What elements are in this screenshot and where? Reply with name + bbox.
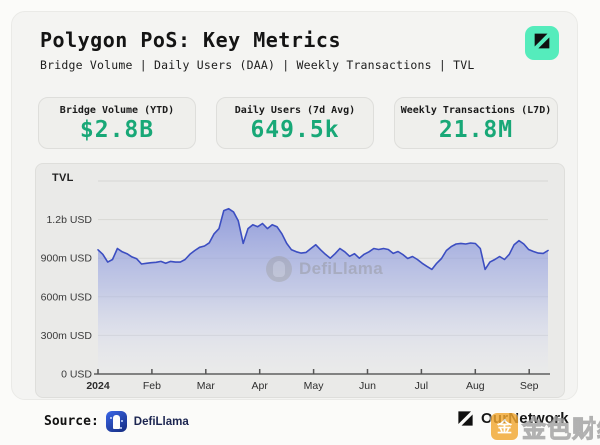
metric-card-bridge-volume: Bridge Volume (YTD) $2.8B bbox=[38, 97, 196, 149]
tvl-area-chart: 0 USD 300m USD 600m USD 900m USD 1.2b USD 202… bbox=[41, 180, 550, 392]
diagonal-arrow-icon bbox=[531, 30, 553, 57]
metrics-row: Bridge Volume (YTD) $2.8B Daily Users (7… bbox=[38, 97, 558, 149]
ournetwork-logo-icon bbox=[456, 409, 475, 428]
jinse-watermark-text: 金色财经 bbox=[522, 416, 600, 444]
chart-title: TVL bbox=[52, 172, 74, 184]
svg-text:0 USD: 0 USD bbox=[61, 369, 92, 381]
svg-text:600m USD: 600m USD bbox=[41, 291, 93, 303]
svg-text:2024: 2024 bbox=[86, 380, 110, 392]
jinse-finance-watermark: 金 金色财经 bbox=[491, 409, 600, 444]
tvl-chart-card: 0 USD 300m USD 600m USD 900m USD 1.2b USD 202… bbox=[35, 163, 565, 398]
svg-text:Jul: Jul bbox=[415, 380, 428, 392]
metric-value: 21.8M bbox=[438, 117, 514, 143]
defillama-logo-icon bbox=[105, 411, 127, 432]
svg-text:Apr: Apr bbox=[252, 380, 269, 392]
svg-text:Sep: Sep bbox=[520, 380, 539, 392]
metric-label: Daily Users (7d Avg) bbox=[234, 105, 356, 116]
footer: Source: DefiLlama OurNetwork 金 金色财经 bbox=[0, 403, 600, 445]
metric-card-weekly-transactions: Weekly Transactions (L7D) 21.8M bbox=[394, 97, 558, 149]
ournetwork-badge bbox=[525, 26, 559, 60]
svg-text:900m USD: 900m USD bbox=[41, 253, 93, 265]
defillama-watermark-icon bbox=[266, 256, 292, 282]
defillama-watermark: DefiLlama bbox=[266, 256, 383, 282]
metric-label: Bridge Volume (YTD) bbox=[59, 105, 175, 116]
metric-label: Weekly Transactions (L7D) bbox=[400, 105, 552, 116]
source-name: DefiLlama bbox=[133, 415, 189, 428]
svg-text:300m USD: 300m USD bbox=[41, 330, 93, 342]
metric-value: $2.8B bbox=[79, 117, 155, 143]
metric-value: 649.5k bbox=[250, 117, 340, 143]
page-subtitle: Bridge Volume | Daily Users (DAA) | Week… bbox=[40, 58, 475, 72]
svg-text:Jun: Jun bbox=[359, 380, 376, 392]
source-label: Source: bbox=[44, 414, 99, 429]
svg-text:May: May bbox=[304, 380, 325, 392]
source-attribution: Source: DefiLlama bbox=[44, 411, 189, 432]
defillama-watermark-text: DefiLlama bbox=[299, 259, 383, 278]
metric-card-daily-users: Daily Users (7d Avg) 649.5k bbox=[216, 97, 374, 149]
page-title: Polygon PoS: Key Metrics bbox=[40, 28, 341, 52]
jinse-logo-icon: 金 bbox=[491, 413, 518, 440]
svg-text:Aug: Aug bbox=[466, 380, 485, 392]
svg-text:Feb: Feb bbox=[143, 380, 161, 392]
svg-text:1.2b USD: 1.2b USD bbox=[46, 214, 92, 226]
svg-text:Mar: Mar bbox=[197, 380, 216, 392]
